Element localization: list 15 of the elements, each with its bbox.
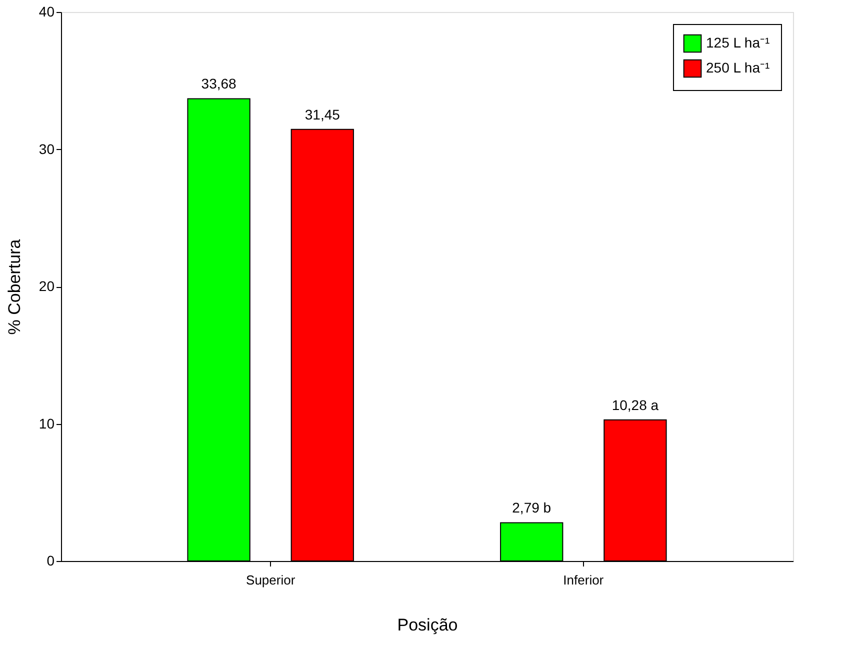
legend-label: 250 L ha⁻¹	[706, 60, 770, 76]
x-axis-title: Posição	[397, 616, 458, 634]
y-tick-label: 10	[38, 415, 55, 432]
y-tick-label: 40	[38, 4, 55, 20]
data-label: 10,28 a	[612, 396, 659, 413]
x-tick-label: Inferior	[563, 572, 604, 588]
data-label: 33,68	[201, 76, 237, 92]
legend-label: 125 L ha⁻¹	[706, 34, 770, 50]
y-axis-title: % Cobertura	[4, 238, 24, 335]
data-label: 2,79 b	[512, 500, 552, 516]
y-tick-label: 20	[38, 278, 55, 294]
x-tick-label: Superior	[246, 572, 296, 588]
y-tick-label: 30	[38, 140, 55, 157]
data-label: 31,45	[304, 106, 340, 122]
y-tick-label: 0	[46, 552, 55, 568]
